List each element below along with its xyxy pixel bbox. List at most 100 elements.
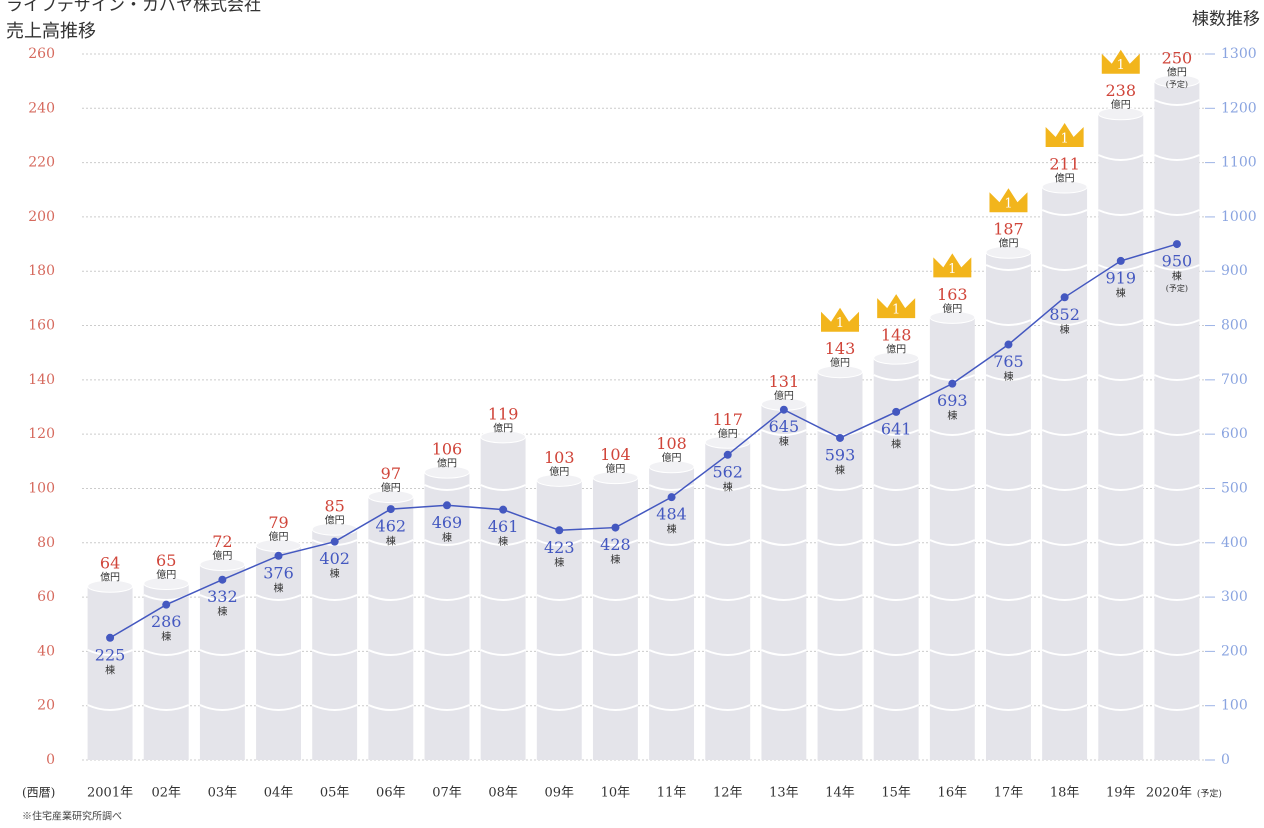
bar-stripe [424,484,470,491]
point [106,633,115,642]
bar-stripe [592,594,639,601]
bar-stripe [1154,594,1200,601]
bar-stripe [1097,209,1144,216]
value-label: 104 [600,445,631,464]
rank-label: 1 [892,303,900,318]
unit-label: 億円 [662,451,682,464]
bar-stripe [367,594,414,601]
y-tick-label: 140 [28,372,55,388]
bar-stripe [1041,319,1088,326]
x-tick-label: 12年 [713,786,743,801]
bar [87,586,133,760]
value-label: 765 [993,352,1024,371]
y-tick-label: 100 [28,480,55,496]
rank-label: 1 [1004,197,1012,212]
bar-stripe [1041,264,1088,271]
point [386,505,395,514]
bar-stripe [704,539,751,546]
bar-stripe [873,704,920,711]
unit-label: 棟 [610,553,620,566]
bar-stripe [1154,99,1200,106]
rank-label: 1 [1060,132,1068,147]
unit-label: 棟 [330,567,340,580]
y2-tick-label: 200 [1221,643,1248,659]
bar-stripe [929,429,976,436]
bar-top [985,245,1032,259]
bar-stripe [143,649,190,656]
value-label: 641 [881,419,912,438]
bar-stripe [1154,649,1200,656]
crown [821,307,860,332]
bar-stripe [648,594,695,601]
forecast-note: (予定) [1166,283,1188,293]
bar-stripe [985,594,1032,601]
bar-stripe [761,484,807,491]
bar-stripe [1041,484,1088,491]
bar-stripe [536,539,583,546]
bar [761,404,807,760]
unit-label: 棟 [779,435,789,448]
unit-label: 億円 [942,302,962,315]
value-label: 163 [937,285,968,304]
point [836,433,845,442]
bar-stripe [1097,374,1144,381]
x-tick-label: 03年 [208,786,238,801]
bar [649,466,695,760]
bar-stripe [929,539,976,546]
y2-tick-label: 600 [1221,426,1248,442]
point [499,505,508,514]
bar-stripe [1097,319,1144,326]
bar-stripe [648,704,695,711]
unit-label: 億円 [998,237,1018,250]
bar-stripe [1154,154,1200,161]
value-label: 225 [95,645,126,664]
x-tick-label: 02年 [151,786,181,801]
value-label: 428 [600,535,631,554]
y2-tick-label: 1000 [1221,209,1257,225]
footnote: ※住宅産業研究所調べ [22,810,122,823]
bar-stripe [536,649,583,656]
unit-label: 億円 [549,465,569,478]
value-label: 187 [993,220,1024,239]
bar-stripe [761,649,807,656]
y-tick-label: 40 [37,643,55,659]
point [948,379,957,388]
unit-label: 棟 [1116,286,1126,299]
bar-stripe [817,539,863,546]
unit-label: 棟 [891,437,901,450]
bar-stripe [536,594,583,601]
bar [592,477,638,760]
unit-label: 億円 [437,457,457,470]
crown [1045,123,1084,148]
bar-stripe [1097,649,1144,656]
x-tick-label: 09年 [545,786,575,801]
bar-stripe [985,704,1032,711]
bar-stripe [704,704,751,711]
bar-top [87,579,134,593]
value-label: 852 [1049,305,1080,324]
unit-label: 棟 [274,581,284,594]
bar-stripe [367,539,414,546]
value-label: 117 [712,410,743,429]
bar-stripe [480,539,526,546]
bar [1154,81,1200,760]
bar-top [1041,180,1088,194]
y2-tick-label: 100 [1221,698,1248,714]
bar-stripe [873,484,920,491]
bar-stripe [367,704,414,711]
unit-label: 棟 [161,630,171,643]
y2-axis-title: 棟数推移 [1192,10,1260,30]
x-tick-label: 07年 [432,786,462,801]
point [779,405,788,414]
value-label: 562 [712,462,743,481]
point [162,600,171,609]
unit-label: 棟 [386,535,396,548]
unit-label: 棟 [947,409,957,422]
bar-stripe [424,704,470,711]
x-tick-label: 08年 [488,786,518,801]
value-label: 286 [151,612,182,631]
bar-stripe [1097,429,1144,436]
unit-label: 棟 [835,463,845,476]
bar-stripe [367,649,414,656]
bar [312,529,358,760]
